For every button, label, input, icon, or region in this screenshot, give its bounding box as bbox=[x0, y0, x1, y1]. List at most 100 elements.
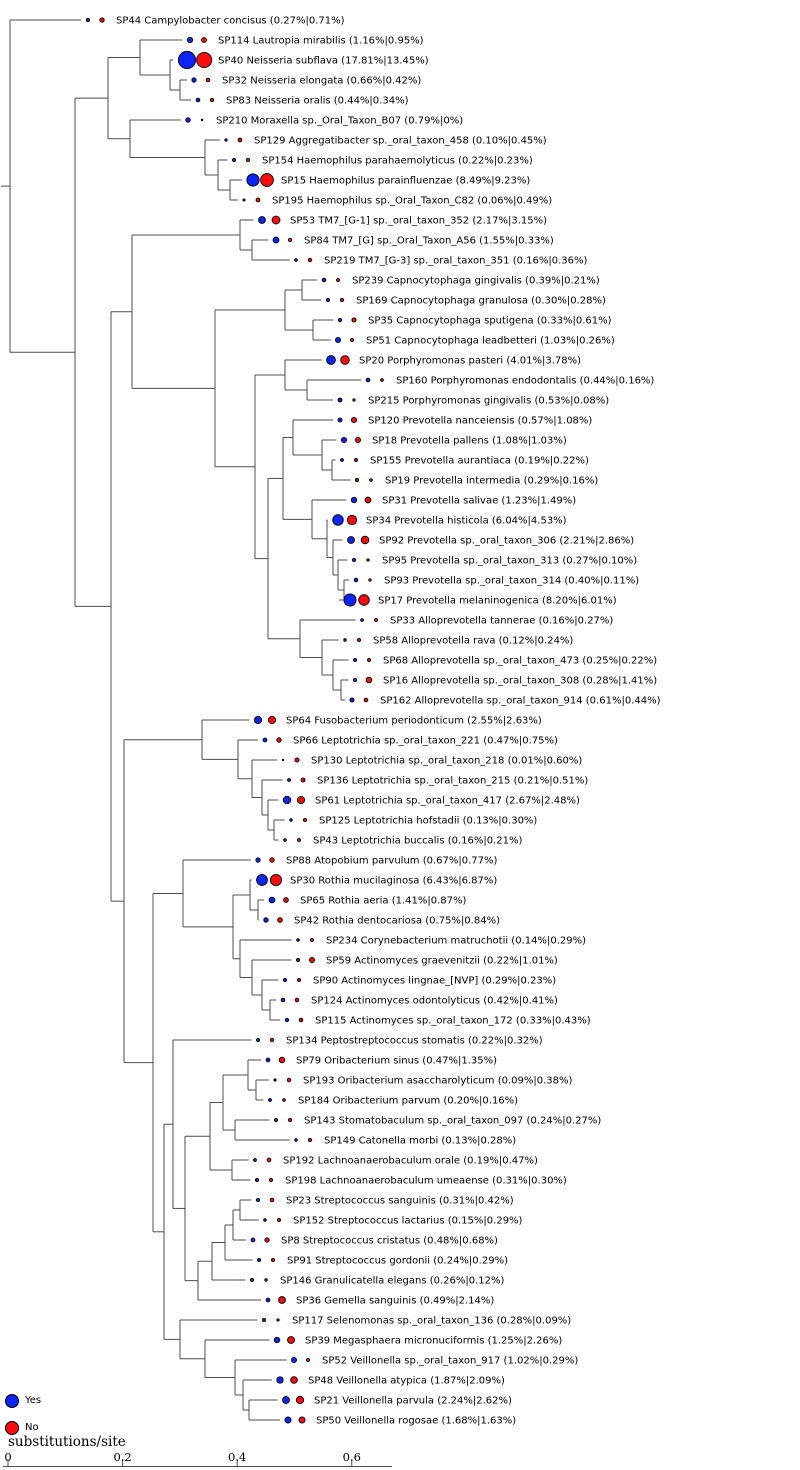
abundance-dot-no bbox=[352, 398, 356, 402]
abundance-dot-yes bbox=[332, 514, 344, 526]
abundance-dot-no bbox=[99, 17, 105, 23]
abundance-dot-yes bbox=[294, 258, 298, 262]
abundance-dot-no bbox=[271, 215, 281, 225]
abundance-dot-yes bbox=[85, 17, 91, 23]
abundance-dot-yes bbox=[343, 593, 357, 607]
leaf-label: SP52 Veillonella sp._oral_taxon_917 (1.0… bbox=[322, 1356, 578, 1367]
leaf-label: SP51 Capnocytophaga leadbetteri (1.03%|0… bbox=[366, 336, 615, 347]
abundance-dot-yes bbox=[281, 758, 285, 762]
abundance-dot-yes bbox=[272, 236, 280, 244]
leaf-label: SP36 Gemella sanguinis (0.49%|2.14%) bbox=[296, 1296, 494, 1307]
abundance-dot-no bbox=[349, 337, 355, 343]
leaf-label: SP93 Prevotella sp._oral_taxon_314 (0.40… bbox=[384, 576, 639, 587]
abundance-dot-no bbox=[287, 1336, 295, 1344]
leaf-label: SP34 Prevotella histicola (6.04%|4.53%) bbox=[366, 516, 567, 527]
leaf-label: SP61 Leptotrichia sp._oral_taxon_417 (2.… bbox=[315, 796, 580, 807]
abundance-dot-yes bbox=[263, 917, 269, 923]
abundance-dot-no bbox=[357, 638, 361, 642]
abundance-dot-yes bbox=[185, 117, 191, 123]
leaf-label: SP92 Prevotella sp._oral_taxon_306 (2.21… bbox=[379, 536, 634, 547]
abundance-dot-no bbox=[297, 978, 301, 982]
leaf-label: SP198 Lachnoanaerobaculum umeaense (0.31… bbox=[285, 1176, 567, 1187]
abundance-dot-no bbox=[366, 558, 370, 562]
legend-label-yes: Yes bbox=[25, 1395, 42, 1406]
abundance-dot-yes bbox=[337, 417, 343, 423]
abundance-dot-no bbox=[237, 137, 243, 143]
abundance-dot-yes bbox=[353, 658, 358, 663]
abundance-dot-yes bbox=[282, 795, 292, 805]
abundance-dot-yes bbox=[280, 997, 286, 1003]
abundance-dot-no bbox=[309, 957, 315, 963]
leaf-label: SP23 Streptococcus sanguinis (0.31%|0.42… bbox=[286, 1196, 514, 1207]
leaf-label: SP136 Leptotrichia sp._oral_taxon_215 (0… bbox=[317, 776, 588, 787]
abundance-dot-no bbox=[266, 1157, 272, 1163]
legend-item-no: No bbox=[5, 1420, 39, 1436]
legend-swatch-no-icon bbox=[5, 1421, 19, 1435]
abundance-dot-yes bbox=[349, 697, 355, 703]
abundance-dot-no bbox=[295, 1395, 305, 1405]
abundance-dot-yes bbox=[242, 198, 246, 202]
abundance-dot-no bbox=[276, 1217, 282, 1223]
abundance-dot-yes bbox=[262, 737, 268, 743]
leaf-label: SP130 Leptotrichia sp._oral_taxon_218 (0… bbox=[311, 756, 582, 767]
leaf-label: SP162 Alloprevotella sp._oral_taxon_914 … bbox=[380, 696, 661, 707]
abundance-dot-no bbox=[298, 1017, 304, 1023]
abundance-dot-no bbox=[269, 1037, 275, 1043]
leaf-label: SP195 Haemophilus sp._Oral_Taxon_C82 (0.… bbox=[272, 196, 552, 207]
abundance-dot-no bbox=[364, 496, 372, 504]
abundance-dot-no bbox=[276, 737, 282, 743]
leaf-label: SP15 Haemophilus parainfluenzae (8.49%|9… bbox=[281, 176, 530, 187]
abundance-dot-yes bbox=[255, 857, 261, 863]
leaf-label: SP90 Actinomyces lingnae_[NVP] (0.29%|0.… bbox=[313, 976, 556, 987]
abundance-dot-yes bbox=[253, 715, 263, 725]
leaf-label: SP210 Moraxella sp._Oral_Taxon_B07 (0.79… bbox=[216, 116, 463, 127]
abundance-dot-no bbox=[302, 817, 308, 823]
leaf-label: SP83 Neisseria oralis (0.44%|0.34%) bbox=[226, 96, 409, 107]
abundance-dot-no bbox=[209, 97, 215, 103]
abundance-dot-yes bbox=[284, 1017, 290, 1023]
abundance-dot-yes bbox=[287, 778, 291, 782]
abundance-dot-yes bbox=[249, 1277, 255, 1283]
abundance-dot-yes bbox=[360, 618, 364, 622]
abundance-dot-yes bbox=[256, 874, 268, 886]
abundance-dot-no bbox=[294, 997, 300, 1003]
abundance-dot-no bbox=[373, 617, 379, 623]
axis-tick-label: 0 bbox=[4, 1450, 11, 1464]
abundance-dot-yes bbox=[274, 1118, 278, 1122]
abundance-dot-yes bbox=[263, 1218, 267, 1222]
leaf-label: SP134 Peptostreptococcus stomatis (0.22%… bbox=[286, 1036, 543, 1047]
abundance-dot-yes bbox=[253, 1158, 257, 1162]
leaf-label: SP91 Streptococcus gordonii (0.24%|0.29%… bbox=[287, 1256, 508, 1267]
leaf-label: SP33 Alloprevotella tannerae (0.16%|0.27… bbox=[390, 616, 613, 627]
abundance-dot-yes bbox=[273, 1078, 277, 1082]
abundance-dot-yes bbox=[352, 677, 358, 683]
abundance-dot-no bbox=[355, 437, 361, 443]
leaf-label: SP59 Actinomyces graevenitzii (0.22%|1.0… bbox=[326, 956, 558, 967]
abundance-dot-yes bbox=[256, 1038, 260, 1042]
leaf-label: SP219 TM7_[G-3] sp._oral_taxon_351 (0.16… bbox=[324, 256, 588, 267]
abundance-dot-yes bbox=[186, 36, 194, 44]
leaf-label: SP17 Prevotella melaninogenica (8.20%|6.… bbox=[378, 596, 617, 607]
abundance-dot-yes bbox=[232, 158, 236, 162]
abundance-dot-no bbox=[340, 355, 350, 365]
abundance-dot-no bbox=[290, 1376, 298, 1384]
abundance-dot-no bbox=[354, 458, 358, 462]
abundance-dot-yes bbox=[354, 477, 360, 483]
abundance-dot-no bbox=[267, 715, 277, 725]
leaf-label: SP95 Prevotella sp._oral_taxon_313 (0.27… bbox=[382, 556, 637, 567]
abundance-dot-yes bbox=[291, 1357, 297, 1363]
abundance-dot-yes bbox=[353, 577, 359, 583]
abundance-dot-no bbox=[282, 1098, 286, 1102]
leaf-label: SP125 Leptotrichia hofstadii (0.13%|0.30… bbox=[319, 816, 537, 827]
leaf-label: SP184 Oribacterium parvum (0.20%|0.16%) bbox=[298, 1096, 518, 1107]
abundance-dot-yes bbox=[283, 838, 287, 842]
abundance-dot-yes bbox=[347, 536, 355, 544]
leaf-label: SP155 Prevotella aurantiaca (0.19%|0.22%… bbox=[370, 456, 589, 467]
abundance-dot-no bbox=[380, 378, 384, 382]
abundance-dot-yes bbox=[337, 317, 343, 323]
abundance-dot-no bbox=[365, 676, 373, 684]
abundance-dot-no bbox=[358, 594, 370, 606]
leaf-label: SP154 Haemophilus parahaemolyticus (0.22… bbox=[262, 156, 533, 167]
leaf-label: SP115 Actinomyces sp._oral_taxon_172 (0.… bbox=[315, 1016, 591, 1027]
